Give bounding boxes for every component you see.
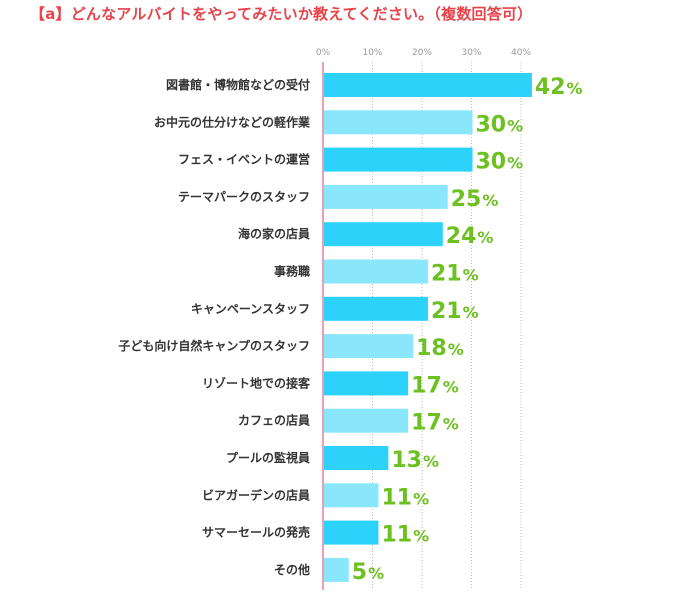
category-label-10: カフェの店員 — [238, 413, 310, 428]
value-label-4: 25% — [451, 187, 499, 212]
value-label-14: 5% — [352, 560, 384, 585]
tick-label-40: 40% — [511, 48, 531, 58]
category-label-13: サマーセールの発売 — [202, 525, 310, 540]
bar-7 — [324, 296, 428, 321]
tick-label-30: 30% — [461, 48, 481, 58]
value-label-7: 21% — [431, 299, 479, 324]
value-label-1: 42% — [535, 75, 583, 100]
chart-title: 【a】どんなアルバイトをやってみたいか教えてください。（複数回答可） — [30, 5, 533, 23]
category-label-6: 事務職 — [274, 264, 310, 279]
value-label-3: 30% — [476, 150, 524, 175]
bar-10 — [324, 408, 409, 433]
value-label-11: 13% — [391, 448, 439, 473]
category-label-5: 海の家の店員 — [238, 226, 310, 241]
tick-labels: 0% 10% 20% 30% 40% — [316, 48, 532, 58]
category-label-9: リゾート地での接客 — [202, 375, 311, 390]
category-label-11: プールの監視員 — [226, 450, 310, 465]
category-labels: 図書館・博物館などの受付お中元の仕分けなどの軽作業フェス・イベントの運営テーマパ… — [118, 77, 311, 577]
category-label-4: テーマパークのスタッフ — [178, 190, 310, 204]
grid-layer — [372, 62, 522, 590]
tick-label-0: 0% — [316, 48, 331, 58]
bar-13 — [324, 520, 379, 545]
category-label-1: 図書館・博物館などの受付 — [166, 77, 310, 92]
bar-1 — [324, 73, 532, 97]
category-label-14: その他 — [274, 562, 310, 577]
value-label-5: 24% — [446, 224, 494, 249]
category-label-8: 子ども向け自然キャンプのスタッフ — [118, 338, 310, 353]
value-label-9: 17% — [411, 373, 459, 398]
value-label-10: 17% — [411, 411, 459, 436]
bar-11 — [324, 446, 389, 470]
bar-14 — [324, 557, 349, 582]
category-label-12: ビアガーデンの店員 — [202, 487, 310, 502]
value-label-2: 30% — [476, 112, 524, 137]
bar-2 — [324, 110, 473, 135]
value-label-6: 21% — [431, 262, 479, 287]
bar-3 — [324, 147, 473, 172]
bar-9 — [324, 371, 409, 396]
bar-5 — [324, 222, 443, 247]
bar-6 — [324, 259, 428, 284]
value-label-13: 11% — [381, 523, 429, 548]
bar-4 — [324, 184, 448, 209]
category-label-2: お中元の仕分けなどの軽作業 — [154, 114, 311, 129]
bars — [324, 73, 532, 582]
category-label-3: フェス・イベントの運営 — [178, 152, 310, 167]
category-label-7: キャンペーンスタッフ — [191, 302, 310, 316]
bar-8 — [324, 334, 414, 359]
value-label-12: 11% — [381, 485, 429, 510]
bar-12 — [324, 483, 379, 508]
tick-label-20: 20% — [412, 48, 432, 58]
value-label-8: 18% — [416, 336, 464, 361]
value-labels: 42% 30% 30% 25% 24% 21% 21% 18% 17% 17% 13% 11% 11% 5… — [352, 75, 583, 585]
tick-label-10: 10% — [362, 48, 382, 58]
